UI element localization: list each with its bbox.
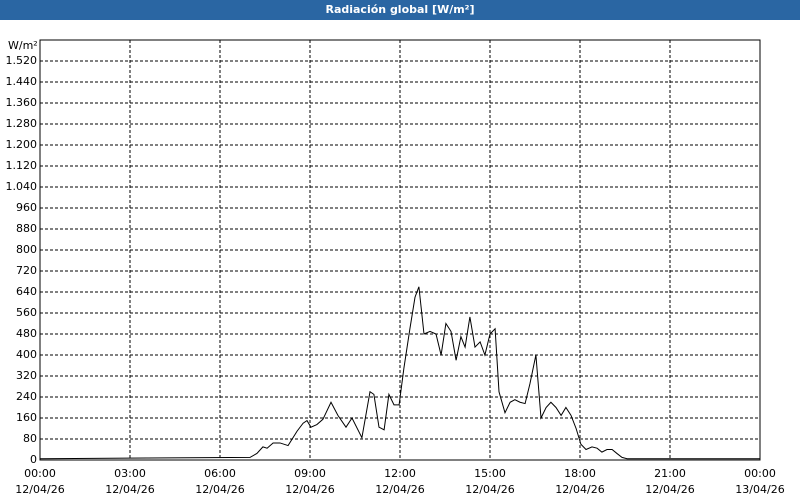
x-tick-label: 21:00	[654, 467, 686, 480]
y-tick-label: 720	[16, 264, 37, 277]
y-tick-label: 1.200	[6, 138, 38, 151]
x-tick-date: 12/04/26	[105, 483, 154, 496]
y-tick-label: 960	[16, 201, 37, 214]
y-tick-label: 1.360	[6, 96, 38, 109]
y-tick-label: 880	[16, 222, 37, 235]
data-line	[39, 286, 760, 460]
x-tick-date: 12/04/26	[465, 483, 514, 496]
x-tick-label: 15:00	[474, 467, 506, 480]
y-tick-label: 0	[30, 453, 37, 466]
x-tick-label: 12:00	[384, 467, 416, 480]
x-tick-label: 00:00	[24, 467, 56, 480]
x-tick-date: 12/04/26	[285, 483, 334, 496]
x-tick-label: 00:00	[744, 467, 776, 480]
x-tick-date: 12/04/26	[15, 483, 64, 496]
plot-frame	[39, 39, 761, 461]
x-tick-label: 09:00	[294, 467, 326, 480]
y-unit: W/m²	[8, 39, 38, 52]
y-tick-label: 560	[16, 306, 37, 319]
y-tick-label: 1.520	[6, 54, 38, 67]
y-tick-label: 160	[16, 411, 37, 424]
y-tick-label: 640	[16, 285, 37, 298]
y-tick-label: 1.040	[6, 180, 38, 193]
y-tick-label: 1.120	[6, 159, 38, 172]
x-tick-date: 12/04/26	[375, 483, 424, 496]
y-tick-label: 800	[16, 243, 37, 256]
x-tick-label: 18:00	[564, 467, 596, 480]
x-tick-label: 03:00	[114, 467, 146, 480]
y-tick-label: 480	[16, 327, 37, 340]
y-tick-label: 80	[23, 432, 37, 445]
x-tick-label: 06:00	[204, 467, 236, 480]
y-tick-label: 400	[16, 348, 37, 361]
y-tick-label: 1.280	[6, 117, 38, 130]
y-tick-label: 1.440	[6, 75, 38, 88]
x-tick-date: 12/04/26	[195, 483, 244, 496]
chart-title: Radiación global [W/m²]	[325, 3, 474, 16]
x-tick-date: 12/04/26	[645, 483, 694, 496]
title-bar	[0, 0, 800, 20]
x-tick-date: 12/04/26	[555, 483, 604, 496]
y-tick-label: 320	[16, 369, 37, 382]
x-tick-date: 13/04/26	[735, 483, 784, 496]
y-tick-label: 240	[16, 390, 37, 403]
